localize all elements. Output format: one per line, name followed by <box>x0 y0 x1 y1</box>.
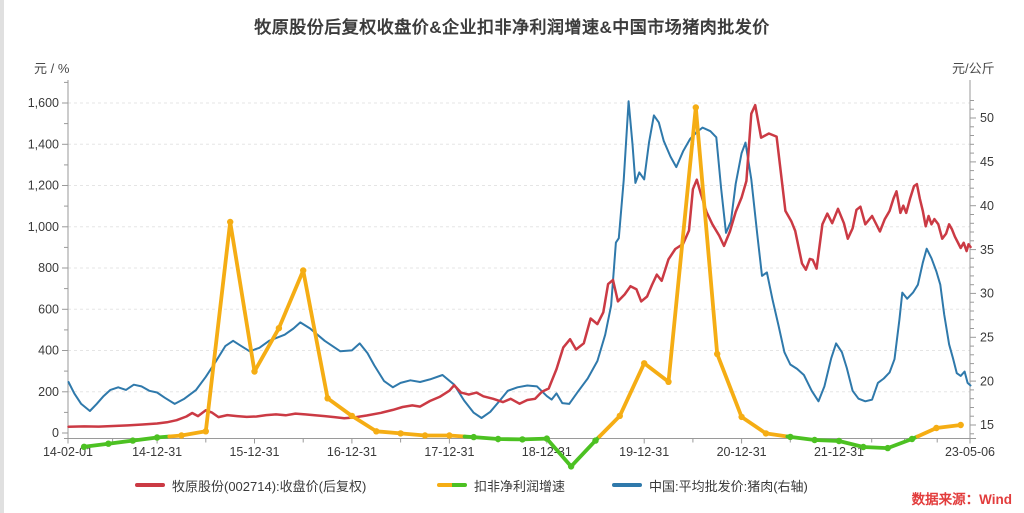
growth-data-point-marker <box>933 424 940 432</box>
growth-data-point-marker <box>80 443 88 450</box>
x-axis-tick-label: 14-02-01 <box>43 445 93 459</box>
x-axis-tick-label: 14-12-31 <box>132 445 182 459</box>
growth-data-point-marker <box>421 432 429 439</box>
growth-data-point-marker <box>641 360 648 367</box>
legend-item-profit-growth[interactable]: 扣非净利润增速 <box>437 477 566 494</box>
left-axis-tick-label: 1,600 <box>28 96 59 110</box>
growth-data-point-marker <box>860 443 867 451</box>
growth-data-point-marker <box>105 440 112 447</box>
growth-data-point-marker <box>543 435 550 442</box>
x-axis-tick-label: 19-12-31 <box>619 445 669 459</box>
growth-data-point-marker <box>348 412 356 420</box>
growth-data-point-marker <box>738 413 745 421</box>
gridlines <box>68 102 970 393</box>
growth-segment-negative <box>462 434 602 469</box>
growth-data-point-marker <box>692 104 699 111</box>
x-axis-tick-label: 16-12-31 <box>327 445 377 459</box>
growth-data-point-marker <box>202 428 209 435</box>
left-axis-tick-label: 400 <box>38 344 59 358</box>
right-axis-tick-label: 50 <box>980 111 994 125</box>
growth-data-point-marker <box>178 432 185 439</box>
right-axis-tick-label: 20 <box>980 374 994 388</box>
growth-data-point-marker <box>251 368 258 375</box>
growth-data-point-marker <box>835 437 843 445</box>
growth-segment-positive <box>597 105 790 439</box>
left-axis-tick-label: 0 <box>52 426 59 440</box>
legend-label: 中国:平均批发价:猪肉(右轴) <box>649 478 808 494</box>
growth-data-point-marker <box>494 435 502 443</box>
growth-data-point-marker <box>665 378 672 385</box>
left-axis-tick-label: 1,400 <box>28 138 59 152</box>
legend-swatch-yellow-green-line <box>437 483 467 487</box>
legend-item-pork-price[interactable]: 中国:平均批发价:猪肉(右轴) <box>612 477 808 494</box>
growth-data-point-marker <box>714 350 721 358</box>
left-edge-strip <box>0 0 4 513</box>
growth-data-point-marker <box>470 433 477 441</box>
legend-label: 扣非净利润增速 <box>474 478 566 494</box>
growth-data-point-marker <box>373 428 380 435</box>
growth-data-point-marker <box>324 395 331 402</box>
left-axis-tick-label: 800 <box>38 261 59 275</box>
growth-data-point-marker <box>884 444 891 452</box>
growth-data-point-marker <box>567 463 575 470</box>
legend-swatch-segment <box>135 483 165 487</box>
growth-data-point-marker <box>446 432 453 439</box>
growth-data-point-marker <box>592 437 599 444</box>
growth-data-point-marker <box>153 434 161 441</box>
growth-data-point-marker <box>300 267 307 274</box>
x-axis-tick-label: 23-05-06 <box>945 445 995 459</box>
left-axis-tick-label: 600 <box>38 303 59 317</box>
growth-data-point-marker <box>908 435 916 443</box>
x-axis-tick-label: 20-12-31 <box>717 445 767 459</box>
series-line[interactable] <box>67 100 972 419</box>
series-profit-growth[interactable] <box>80 104 964 470</box>
left-axis-unit-label: 元 / % <box>34 61 70 76</box>
growth-data-point-marker <box>129 437 136 444</box>
x-axis-tick-label: 17-12-31 <box>424 445 474 459</box>
growth-data-point-marker <box>519 436 526 443</box>
right-axis-tick-label: 35 <box>980 243 994 257</box>
legend-swatch-segment <box>452 483 467 487</box>
left-axis-tick-label: 200 <box>38 385 59 399</box>
right-axis-tick-label: 30 <box>980 287 994 301</box>
growth-data-point-marker <box>811 436 818 444</box>
legend-swatch-segment <box>437 483 452 487</box>
right-axis-tick-label: 25 <box>980 331 994 345</box>
growth-data-point-marker <box>957 421 964 429</box>
right-axis-tick-label: 40 <box>980 199 994 213</box>
legend-label: 牧原股份(002714):收盘价(后复权) <box>172 478 367 494</box>
series-line[interactable] <box>67 103 972 429</box>
growth-data-point-marker <box>787 433 794 441</box>
growth-data-point-marker <box>762 430 770 437</box>
legend-swatch-blue-line <box>612 483 642 487</box>
legend-swatch-red-line <box>135 483 165 487</box>
x-axis-tick-label: 15-12-31 <box>229 445 279 459</box>
x-axis-tick-label: 21-12-31 <box>814 445 864 459</box>
right-axis-unit-label: 元/公斤 <box>952 61 995 76</box>
data-source-note: 数据来源：Wind <box>911 492 1012 507</box>
legend-item-muyuan-price[interactable]: 牧原股份(002714):收盘价(后复权) <box>135 477 367 494</box>
growth-segment-positive <box>167 220 467 439</box>
legend-swatch-segment <box>612 483 642 487</box>
right-axis-tick-label: 15 <box>980 418 994 432</box>
growth-data-point-marker <box>616 412 623 420</box>
axes: 0 200 400 600 800 1,000 1,200 1,400 1,600 15 20 25 3… <box>28 80 995 459</box>
right-axis-tick-label: 45 <box>980 155 994 169</box>
growth-segment-negative <box>785 434 920 450</box>
growth-data-point-marker <box>275 325 283 332</box>
chart-title: 牧原股份后复权收盘价&企业扣非净利润增速&中国市场猪肉批发价 <box>254 18 770 37</box>
growth-data-point-marker <box>397 430 404 437</box>
left-axis-tick-label: 1,000 <box>28 220 59 234</box>
left-axis-tick-label: 1,200 <box>28 179 59 193</box>
growth-data-point-marker <box>227 218 234 226</box>
